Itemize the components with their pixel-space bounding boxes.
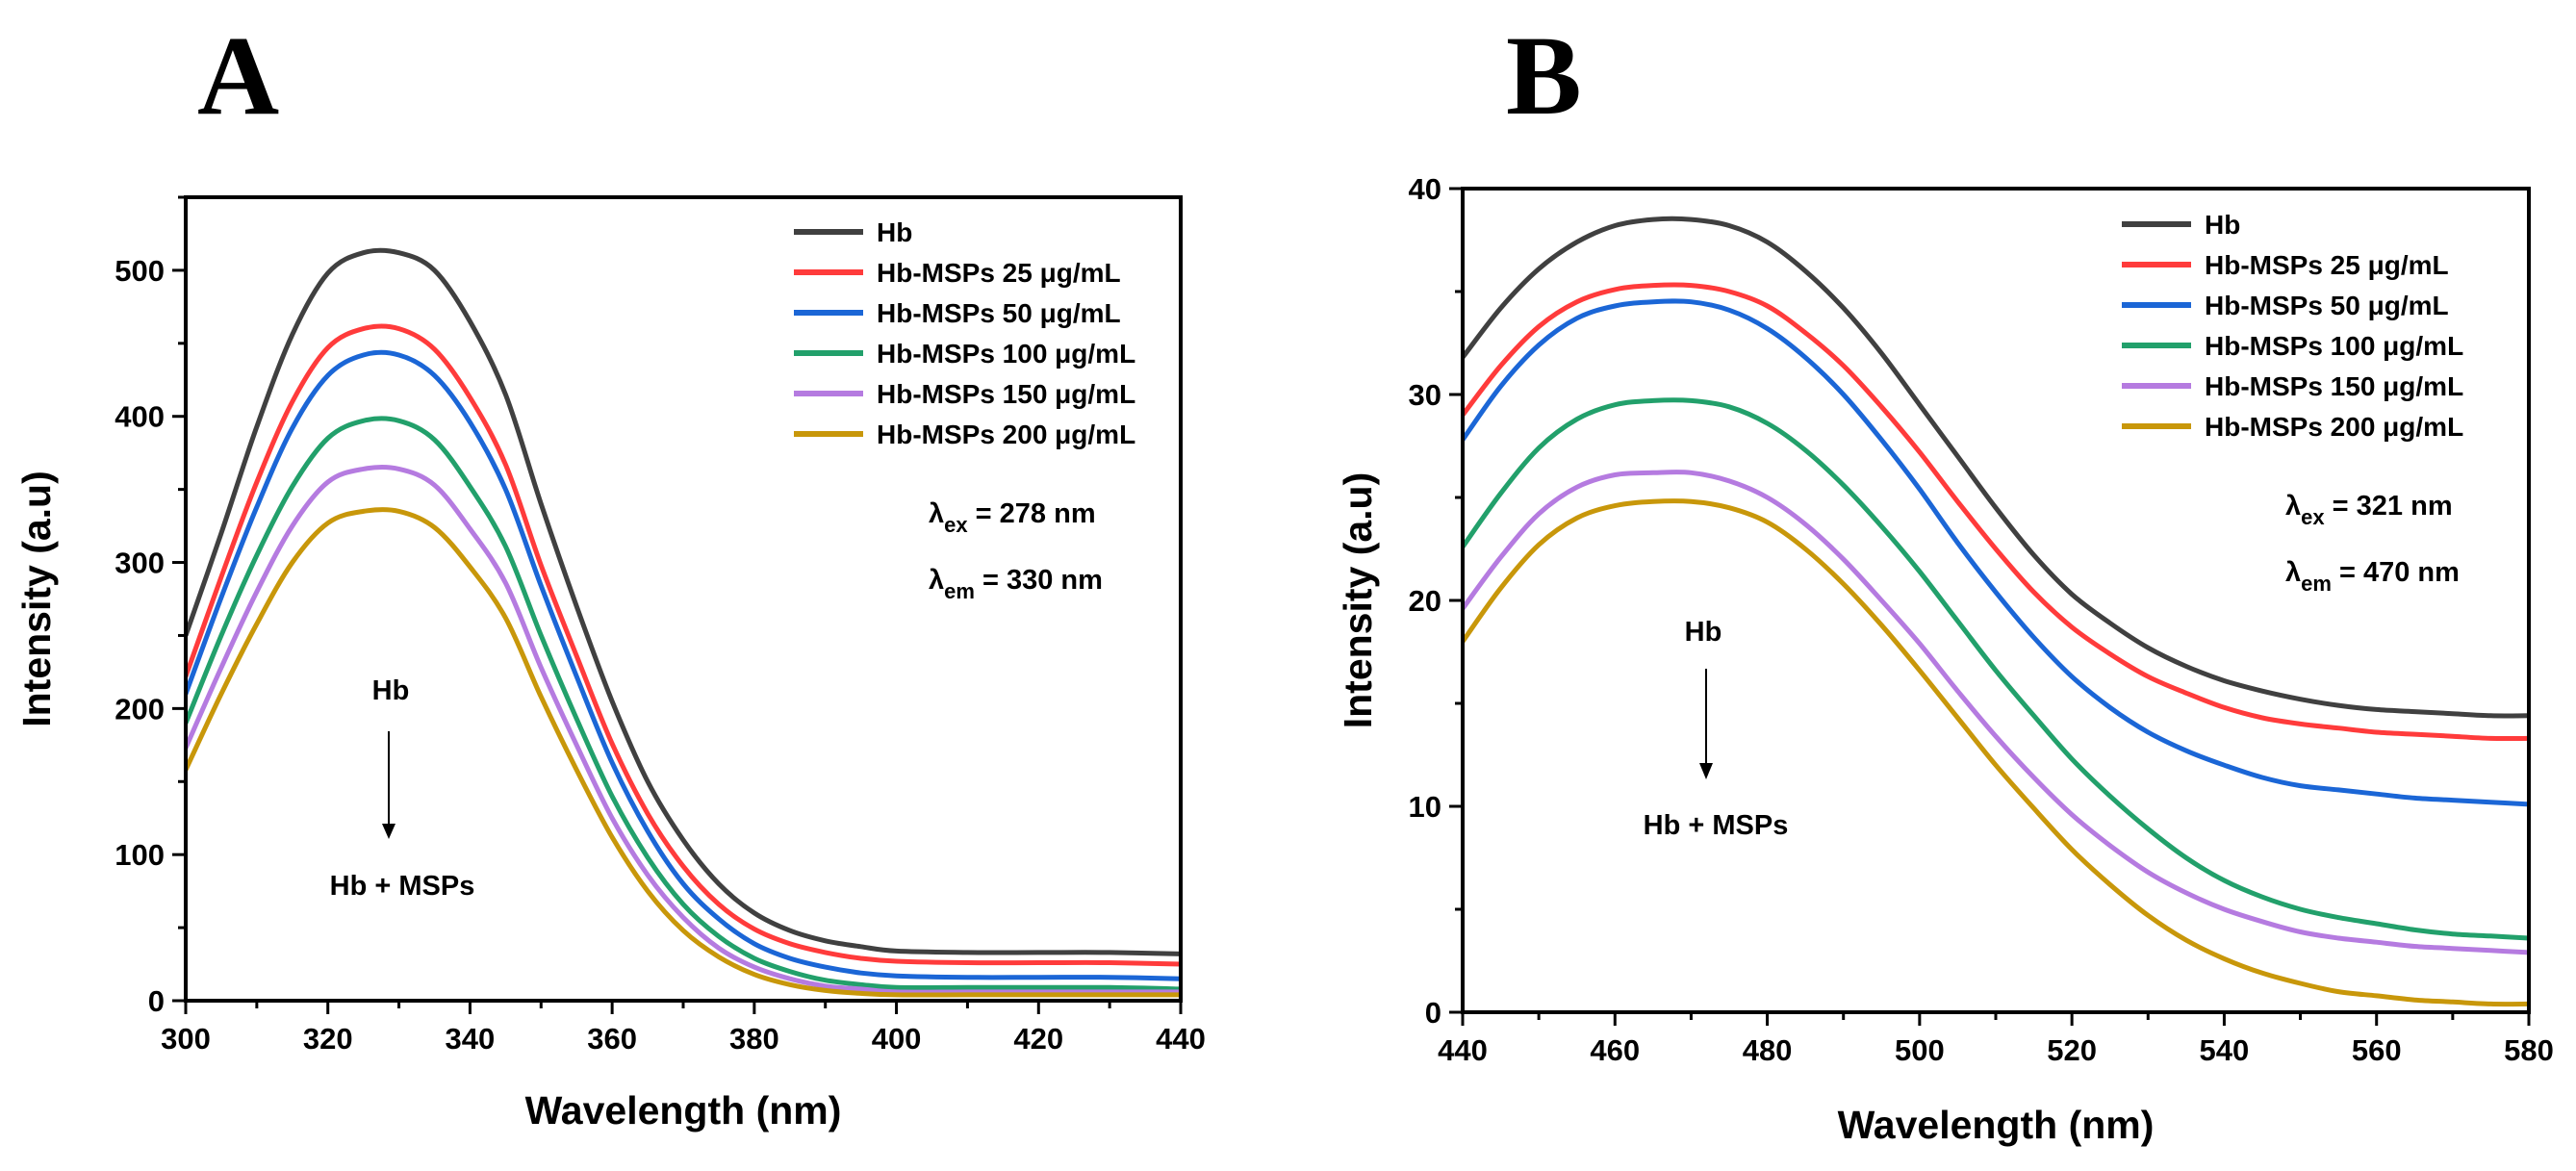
panel-a-arrow-head bbox=[382, 824, 395, 839]
panel-a-y-tick-label: 400 bbox=[115, 400, 165, 434]
panel-a-chart: 300 320 340 360 380 400 420 440 0 100 200 300 400 500… bbox=[14, 195, 1206, 1133]
panel-a-series bbox=[186, 247, 1181, 998]
panel-a-x-tick-label: 300 bbox=[161, 1022, 211, 1056]
panel-b-series-line-5 bbox=[1463, 498, 2529, 1007]
panel-b-label: B bbox=[1506, 13, 1582, 139]
panel-a-x-tick-label: 440 bbox=[1156, 1022, 1206, 1056]
panel-a-series-line-5 bbox=[186, 507, 1181, 998]
panel-a-label: A bbox=[197, 13, 279, 139]
panel-a-y-tick-label: 500 bbox=[115, 254, 165, 288]
panel-a-series-line-1 bbox=[186, 323, 1181, 967]
panel-a-y-tick-label: 0 bbox=[148, 984, 165, 1018]
panel-a-x-axis-title: Wavelength (nm) bbox=[525, 1088, 842, 1133]
panel-b-legend-label-2: Hb-MSPs 50 μg/mL bbox=[2205, 291, 2449, 320]
panel-a-y-tick-label: 200 bbox=[115, 692, 165, 726]
panel-a-series-line-3 bbox=[186, 416, 1181, 992]
panel-a-x-tick-label: 340 bbox=[446, 1022, 496, 1056]
panel-b-series-line-1 bbox=[1463, 282, 2529, 742]
panel-a-legend-label-0: Hb bbox=[877, 217, 912, 247]
panel-b-x-tick-label: 540 bbox=[2200, 1033, 2250, 1067]
panel-b-series bbox=[1463, 216, 2529, 1007]
panel-a-x-tick-label: 420 bbox=[1013, 1022, 1063, 1056]
panel-b-x-tick-label: 460 bbox=[1590, 1033, 1640, 1067]
panel-a-ticks: 300 320 340 360 380 400 420 440 0 100 200 300 400 500 bbox=[115, 195, 1206, 1056]
panel-b-y-tick-label: 20 bbox=[1409, 584, 1441, 618]
panel-b-legend-label-5: Hb-MSPs 200 μg/mL bbox=[2205, 412, 2463, 442]
panel-a-arrow-start-label: Hb bbox=[372, 675, 410, 706]
panel-a-series-line-4 bbox=[186, 464, 1181, 995]
panel-b-arrow-head bbox=[1699, 763, 1713, 779]
panel-b-x-tick-label: 520 bbox=[2047, 1033, 2097, 1067]
panel-b-legend-label-0: Hb bbox=[2205, 210, 2240, 240]
panel-b-arrow-end-label: Hb + MSPs bbox=[1644, 810, 1789, 841]
panel-a-y-tick-label: 100 bbox=[115, 838, 165, 872]
panel-a-x-tick-label: 380 bbox=[729, 1022, 779, 1056]
panel-b-series-line-2 bbox=[1463, 298, 2529, 807]
panel-a-y-tick-label: 300 bbox=[115, 547, 165, 580]
panel-b-x-tick-label: 560 bbox=[2352, 1033, 2402, 1067]
panel-b-ticks: 440 460 480 500 520 540 560 580 0 10 20 30 40 bbox=[1409, 172, 2554, 1067]
panel-a-x-tick-label: 400 bbox=[872, 1022, 922, 1056]
panel-a-excitation-label: λex = 278 nm bbox=[929, 498, 1096, 537]
panel-a-emission-label: λem = 330 nm bbox=[929, 565, 1103, 603]
panel-b-y-tick-label: 40 bbox=[1409, 172, 1441, 206]
panel-a-x-tick-label: 360 bbox=[587, 1022, 637, 1056]
panel-b-excitation-label: λex = 321 nm bbox=[2285, 491, 2453, 529]
panel-b-legend-label-1: Hb-MSPs 25 μg/mL bbox=[2205, 250, 2449, 280]
panel-b-y-tick-label: 10 bbox=[1409, 790, 1441, 824]
panel-a-series-line-0 bbox=[186, 247, 1181, 956]
panel-a-x-tick-label: 320 bbox=[303, 1022, 353, 1056]
panel-a-y-axis-title: Intensity (a.u) bbox=[14, 471, 59, 727]
panel-b-legend-label-3: Hb-MSPs 100 μg/mL bbox=[2205, 331, 2463, 361]
panel-b-x-tick-label: 500 bbox=[1895, 1033, 1945, 1067]
panel-a-legend-label-4: Hb-MSPs 150 μg/mL bbox=[877, 379, 1135, 409]
panel-a-legend: Hb Hb-MSPs 25 μg/mL Hb-MSPs 50 μg/mL Hb-MSP… bbox=[794, 217, 1135, 449]
panel-b-legend: Hb Hb-MSPs 25 μg/mL Hb-MSPs 50 μg/mL Hb-MSP… bbox=[2122, 210, 2463, 442]
panel-b-x-tick-label: 480 bbox=[1743, 1033, 1793, 1067]
panel-a-legend-label-3: Hb-MSPs 100 μg/mL bbox=[877, 339, 1135, 369]
panel-b-arrow-start-label: Hb bbox=[1685, 617, 1722, 648]
panel-a-series-line-2 bbox=[186, 349, 1181, 981]
panel-b-legend-label-4: Hb-MSPs 150 μg/mL bbox=[2205, 371, 2463, 401]
panel-b-chart: 440 460 480 500 520 540 560 580 0 10 20 30 40 Wavele… bbox=[1336, 172, 2554, 1147]
panel-a-legend-label-1: Hb-MSPs 25 μg/mL bbox=[877, 258, 1121, 288]
panel-a-arrow-end-label: Hb + MSPs bbox=[330, 871, 475, 902]
panel-b-y-axis-title: Intensity (a.u) bbox=[1336, 472, 1380, 729]
panel-b-series-line-4 bbox=[1463, 470, 2529, 955]
panel-b-y-tick-label: 0 bbox=[1425, 996, 1441, 1030]
panel-a-legend-label-5: Hb-MSPs 200 μg/mL bbox=[877, 420, 1135, 449]
panel-b-series-line-3 bbox=[1463, 397, 2529, 941]
panel-b-series-line-0 bbox=[1463, 216, 2529, 719]
panel-a-legend-label-2: Hb-MSPs 50 μg/mL bbox=[877, 298, 1121, 328]
panel-b-x-axis-title: Wavelength (nm) bbox=[1838, 1103, 2155, 1147]
panel-b-y-tick-label: 30 bbox=[1409, 378, 1441, 412]
panel-b-x-tick-label: 440 bbox=[1438, 1033, 1488, 1067]
panel-b-emission-label: λem = 470 nm bbox=[2285, 557, 2460, 596]
panel-b-x-tick-label: 580 bbox=[2504, 1033, 2554, 1067]
